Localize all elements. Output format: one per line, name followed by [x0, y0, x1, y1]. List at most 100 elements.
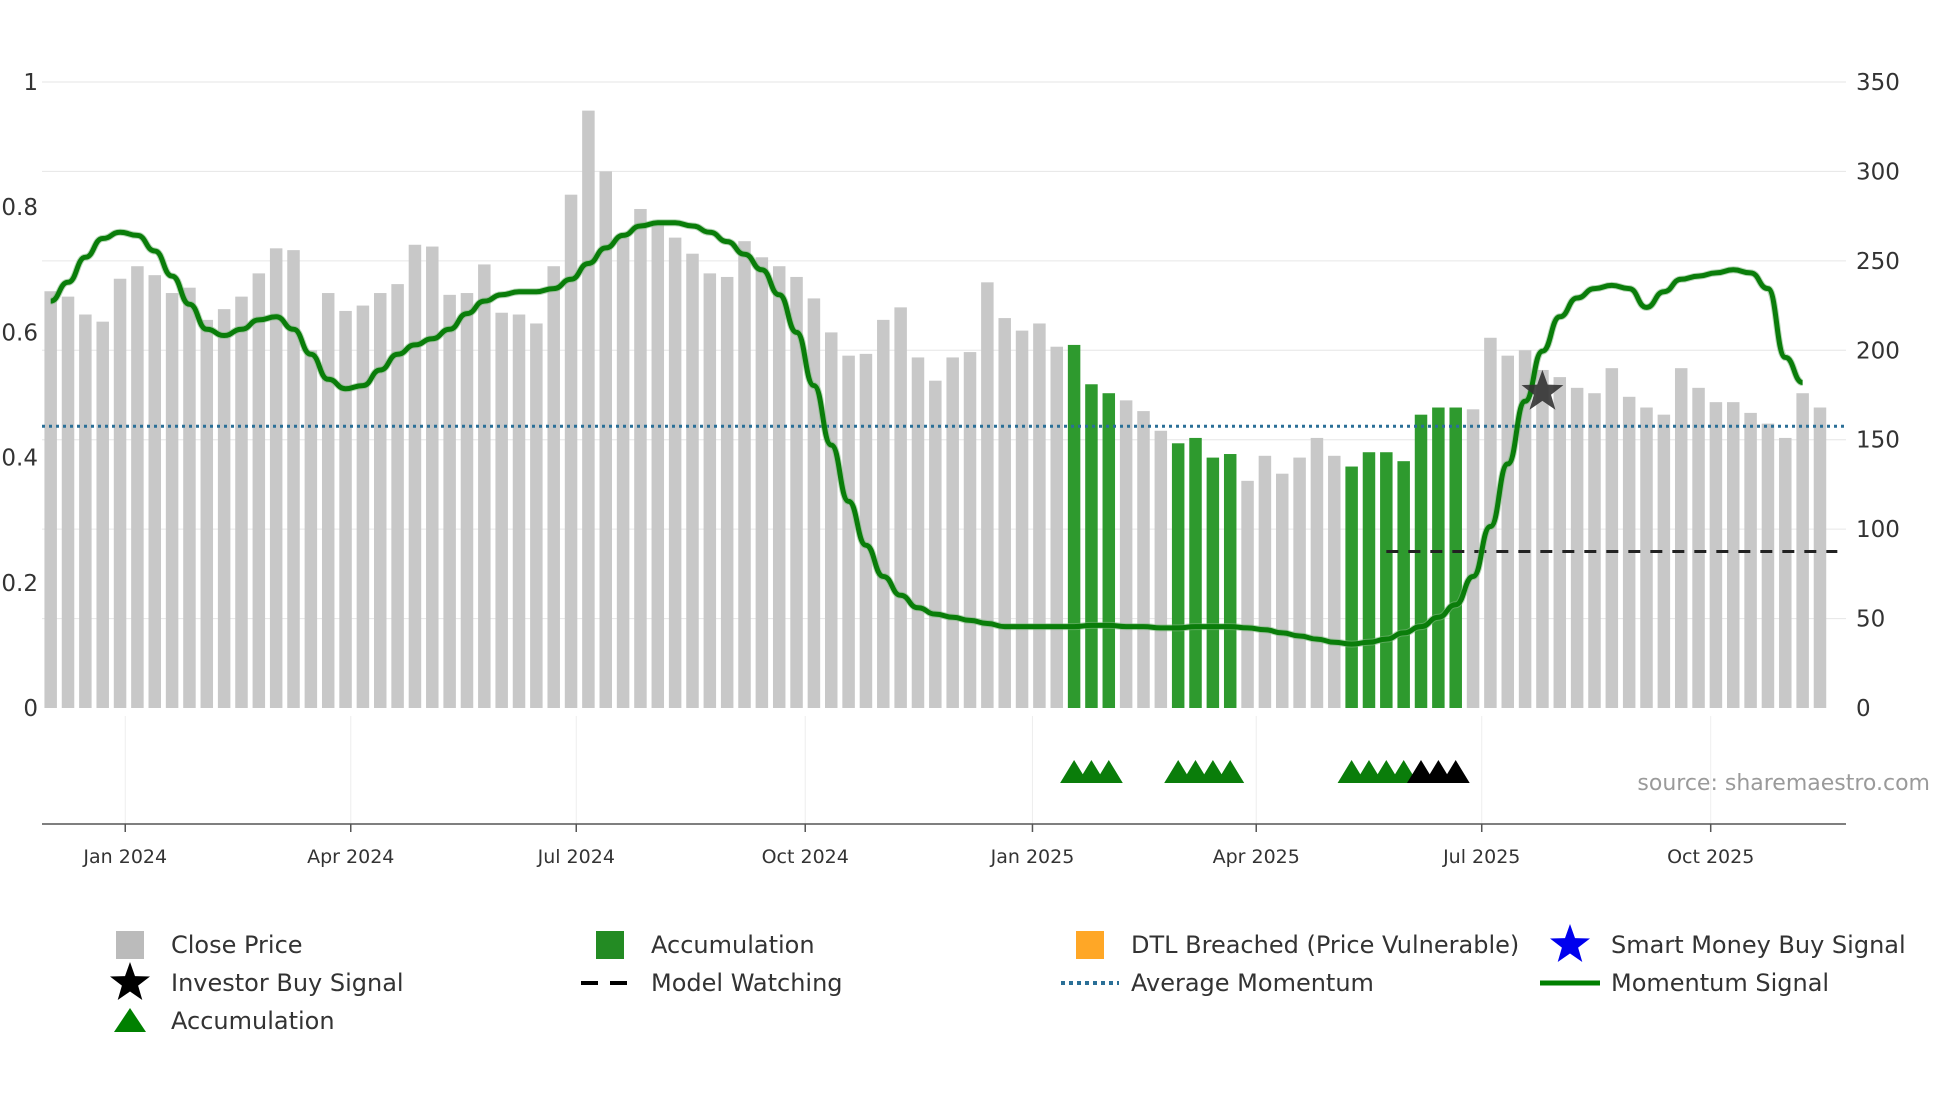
legend-square-icon	[116, 931, 144, 959]
close-price-bar	[512, 314, 526, 708]
close-price-bar	[963, 352, 977, 708]
close-price-bar	[1553, 377, 1567, 708]
close-price-bar	[1536, 369, 1549, 708]
close-price-bar	[859, 353, 873, 708]
close-price-bar	[113, 278, 127, 708]
right-tick-label: 100	[1856, 517, 1900, 543]
close-price-bar	[1744, 412, 1757, 708]
close-price-bar	[183, 287, 196, 708]
close-price-bar	[408, 244, 422, 708]
close-price-bar	[807, 298, 821, 708]
close-price-bar	[44, 291, 57, 708]
legend-item: Momentum Signal	[1540, 969, 1829, 997]
accumulation-marker	[1216, 760, 1245, 783]
accumulation-bar	[1206, 457, 1220, 708]
legend: Close Price Accumulation DTL Breached (Pri…	[110, 924, 1906, 1035]
accumulation-bar	[1102, 393, 1116, 708]
close-price-bar	[339, 310, 352, 708]
close-price-bar	[738, 241, 751, 708]
close-price-bar	[790, 276, 803, 708]
close-price-bar	[1119, 400, 1133, 708]
close-price-bar	[165, 293, 179, 708]
close-price-bar	[1674, 368, 1688, 708]
right-tick-label: 0	[1856, 696, 1871, 722]
legend-label: Average Momentum	[1131, 969, 1374, 997]
x-tick-label: Jul 2024	[537, 846, 615, 868]
close-price-bar	[634, 208, 647, 709]
close-price-bar	[79, 314, 92, 708]
x-tick-label: Oct 2025	[1667, 846, 1754, 868]
close-price-bar	[356, 305, 370, 708]
x-tick-label: Apr 2024	[307, 846, 394, 868]
close-price-bar	[217, 309, 231, 708]
x-tick-label: Apr 2025	[1213, 846, 1300, 868]
close-price-bar	[1501, 355, 1514, 708]
close-price-bar	[703, 273, 717, 708]
close-price-bar	[1761, 423, 1775, 708]
accumulation-bar	[1067, 344, 1081, 708]
close-price-bar	[877, 319, 890, 708]
close-price-bar	[1050, 346, 1063, 708]
close-price-bar	[981, 282, 994, 708]
legend-item: Close Price	[116, 931, 303, 959]
close-price-bar	[1310, 437, 1324, 708]
legend-square-icon	[1076, 931, 1104, 959]
legend-label: Accumulation	[651, 931, 815, 959]
close-price-bar	[391, 284, 404, 708]
right-tick-label: 50	[1856, 607, 1885, 633]
close-price-bar	[96, 321, 109, 708]
close-price-bar	[998, 318, 1011, 708]
close-price-bar	[911, 357, 925, 708]
close-price-bar	[1484, 337, 1497, 708]
legend-item: Model Watching	[581, 969, 843, 997]
x-tick-label: Jan 2025	[990, 846, 1075, 868]
momentum-signal	[50, 220, 1804, 647]
close-price-bar	[599, 171, 612, 708]
close-price-bar	[287, 250, 300, 708]
right-tick-label: 150	[1856, 428, 1900, 454]
close-price-bar	[1033, 323, 1046, 708]
x-tick-label: Oct 2024	[762, 846, 849, 868]
close-price-bar	[1258, 455, 1272, 708]
close-price-bar	[686, 253, 699, 708]
accumulation-bar	[1362, 452, 1376, 708]
accumulation-bar	[1449, 407, 1462, 708]
model-watching-marker	[1441, 760, 1470, 783]
axes: 0 0.2 0.4 0.6 0.8 1 0 50 100 150 200 250 300 350 Jan 2…	[1, 70, 1899, 868]
left-tick-label: 0.6	[1, 320, 38, 346]
close-price-bar	[1640, 407, 1653, 708]
source-label: source: sharemaestro.com	[1637, 771, 1930, 796]
close-price-bar	[720, 276, 734, 708]
close-price-bar	[1015, 330, 1029, 708]
accumulation-marker	[1094, 760, 1123, 783]
close-price-bar	[755, 257, 769, 708]
close-price-bar	[1293, 457, 1306, 708]
legend-item: DTL Breached (Price Vulnerable)	[1076, 931, 1519, 959]
close-price-bar	[946, 357, 959, 708]
close-price-bar	[148, 275, 161, 708]
close-price-bar	[1276, 473, 1289, 708]
investor-buy-signal	[1521, 369, 1564, 410]
legend-label: Momentum Signal	[1611, 969, 1829, 997]
legend-star-icon	[110, 962, 150, 1000]
right-tick-label: 200	[1856, 338, 1900, 364]
close-price-bar	[460, 293, 474, 708]
close-price-bar	[582, 110, 595, 709]
accumulation-bar	[1189, 437, 1202, 708]
legend-item: Investor Buy Signal	[110, 962, 404, 1000]
close-price-bar	[668, 237, 682, 709]
x-tick-label: Jul 2025	[1442, 846, 1520, 868]
close-price-bar	[478, 264, 491, 708]
legend-square-icon	[596, 931, 624, 959]
close-price-bar	[443, 294, 456, 708]
close-price-bar	[252, 273, 266, 708]
close-price-bar	[495, 312, 508, 708]
legend-triangle-icon	[114, 1008, 146, 1032]
close-price-bar	[651, 225, 665, 708]
close-price-bar	[269, 248, 283, 708]
close-price-bar	[61, 296, 75, 708]
legend-label: Smart Money Buy Signal	[1611, 931, 1906, 959]
close-price-bar	[200, 319, 214, 708]
close-price-bar	[1692, 387, 1705, 708]
close-price-bar	[1796, 393, 1809, 708]
